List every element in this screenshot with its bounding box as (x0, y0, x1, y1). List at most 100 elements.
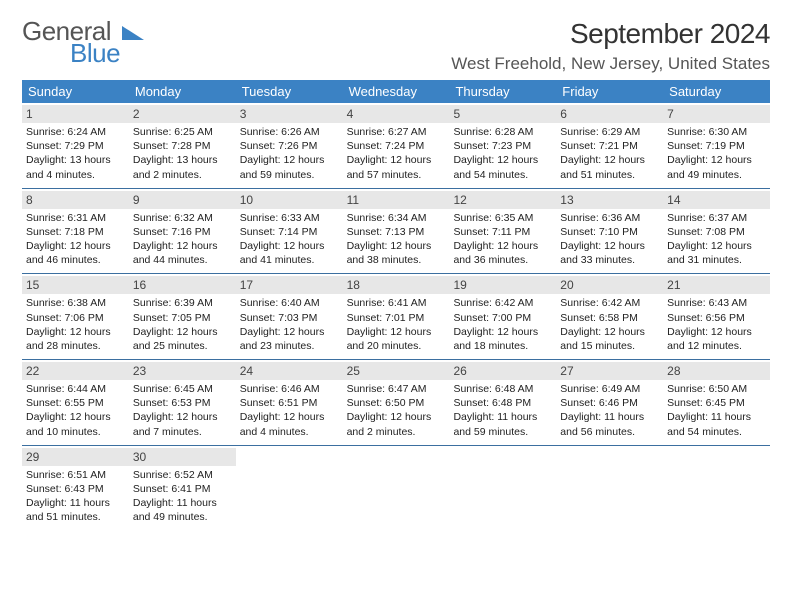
month-title: September 2024 (451, 18, 770, 50)
daylight-text: Daylight: 12 hours and 54 minutes. (453, 153, 552, 181)
day-number: 14 (663, 191, 770, 209)
sunrise-text: Sunrise: 6:33 AM (240, 211, 339, 225)
daylight-text: Daylight: 11 hours and 59 minutes. (453, 410, 552, 438)
sunrise-text: Sunrise: 6:42 AM (453, 296, 552, 310)
day-number: 17 (236, 276, 343, 294)
sunset-text: Sunset: 7:03 PM (240, 311, 339, 325)
day-cell: 25Sunrise: 6:47 AMSunset: 6:50 PMDayligh… (343, 360, 450, 445)
sunrise-text: Sunrise: 6:43 AM (667, 296, 766, 310)
sunset-text: Sunset: 7:24 PM (347, 139, 446, 153)
sunset-text: Sunset: 7:21 PM (560, 139, 659, 153)
day-number: 3 (236, 105, 343, 123)
sunset-text: Sunset: 6:45 PM (667, 396, 766, 410)
day-header: Friday (556, 80, 663, 103)
day-info: Sunrise: 6:24 AMSunset: 7:29 PMDaylight:… (26, 125, 125, 182)
day-number: 15 (22, 276, 129, 294)
day-info: Sunrise: 6:52 AMSunset: 6:41 PMDaylight:… (133, 468, 232, 525)
day-cell: 30Sunrise: 6:52 AMSunset: 6:41 PMDayligh… (129, 446, 236, 531)
day-number: 7 (663, 105, 770, 123)
daylight-text: Daylight: 12 hours and 36 minutes. (453, 239, 552, 267)
sunrise-text: Sunrise: 6:37 AM (667, 211, 766, 225)
sunset-text: Sunset: 6:55 PM (26, 396, 125, 410)
day-cell: 1 Sunrise: 6:24 AMSunset: 7:29 PMDaylight… (22, 103, 129, 188)
daylight-text: Daylight: 12 hours and 2 minutes. (347, 410, 446, 438)
day-info: Sunrise: 6:48 AMSunset: 6:48 PMDaylight:… (453, 382, 552, 439)
day-cell: 12Sunrise: 6:35 AMSunset: 7:11 PMDayligh… (449, 189, 556, 274)
day-number: 1 (22, 105, 129, 123)
sunrise-text: Sunrise: 6:46 AM (240, 382, 339, 396)
logo: General Blue (22, 18, 144, 66)
sunset-text: Sunset: 6:58 PM (560, 311, 659, 325)
logo-line2: Blue (70, 40, 120, 66)
day-info: Sunrise: 6:42 AMSunset: 7:00 PMDaylight:… (453, 296, 552, 353)
day-cell: 2Sunrise: 6:25 AMSunset: 7:28 PMDaylight… (129, 103, 236, 188)
sunset-text: Sunset: 7:19 PM (667, 139, 766, 153)
daylight-text: Daylight: 12 hours and 7 minutes. (133, 410, 232, 438)
sunrise-text: Sunrise: 6:51 AM (26, 468, 125, 482)
daylight-text: Daylight: 12 hours and 31 minutes. (667, 239, 766, 267)
day-number: 2 (129, 105, 236, 123)
day-cell: 9Sunrise: 6:32 AMSunset: 7:16 PMDaylight… (129, 189, 236, 274)
sunrise-text: Sunrise: 6:27 AM (347, 125, 446, 139)
sunset-text: Sunset: 6:48 PM (453, 396, 552, 410)
calendar: SundayMondayTuesdayWednesdayThursdayFrid… (22, 80, 770, 530)
day-cell: 10Sunrise: 6:33 AMSunset: 7:14 PMDayligh… (236, 189, 343, 274)
week-row: 29Sunrise: 6:51 AMSunset: 6:43 PMDayligh… (22, 446, 770, 531)
daylight-text: Daylight: 11 hours and 49 minutes. (133, 496, 232, 524)
day-info: Sunrise: 6:49 AMSunset: 6:46 PMDaylight:… (560, 382, 659, 439)
daylight-text: Daylight: 11 hours and 54 minutes. (667, 410, 766, 438)
daylight-text: Daylight: 12 hours and 49 minutes. (667, 153, 766, 181)
sunset-text: Sunset: 6:41 PM (133, 482, 232, 496)
sunrise-text: Sunrise: 6:39 AM (133, 296, 232, 310)
sunrise-text: Sunrise: 6:29 AM (560, 125, 659, 139)
day-cell: 22 Sunrise: 6:44 AMSunset: 6:55 PMDayligh… (22, 360, 129, 445)
day-cell (236, 446, 343, 531)
day-cell: 23Sunrise: 6:45 AMSunset: 6:53 PMDayligh… (129, 360, 236, 445)
sunrise-text: Sunrise: 6:50 AM (667, 382, 766, 396)
day-header: Monday (129, 80, 236, 103)
sunset-text: Sunset: 6:46 PM (560, 396, 659, 410)
day-number: 4 (343, 105, 450, 123)
day-cell: 21Sunrise: 6:43 AMSunset: 6:56 PMDayligh… (663, 274, 770, 359)
sunrise-text: Sunrise: 6:26 AM (240, 125, 339, 139)
sunrise-text: Sunrise: 6:28 AM (453, 125, 552, 139)
sunrise-text: Sunrise: 6:49 AM (560, 382, 659, 396)
sunrise-text: Sunrise: 6:38 AM (26, 296, 125, 310)
daylight-text: Daylight: 12 hours and 20 minutes. (347, 325, 446, 353)
day-cell (343, 446, 450, 531)
day-number: 8 (22, 191, 129, 209)
day-header: Sunday (22, 80, 129, 103)
sunrise-text: Sunrise: 6:40 AM (240, 296, 339, 310)
day-info: Sunrise: 6:39 AMSunset: 7:05 PMDaylight:… (133, 296, 232, 353)
sunrise-text: Sunrise: 6:30 AM (667, 125, 766, 139)
sunrise-text: Sunrise: 6:52 AM (133, 468, 232, 482)
sunset-text: Sunset: 7:13 PM (347, 225, 446, 239)
week-row: 1 Sunrise: 6:24 AMSunset: 7:29 PMDaylight… (22, 103, 770, 189)
daylight-text: Daylight: 12 hours and 12 minutes. (667, 325, 766, 353)
location-text: West Freehold, New Jersey, United States (451, 54, 770, 74)
day-info: Sunrise: 6:34 AMSunset: 7:13 PMDaylight:… (347, 211, 446, 268)
week-row: 15Sunrise: 6:38 AMSunset: 7:06 PMDayligh… (22, 274, 770, 360)
day-number: 23 (129, 362, 236, 380)
sunset-text: Sunset: 7:10 PM (560, 225, 659, 239)
sunrise-text: Sunrise: 6:34 AM (347, 211, 446, 225)
day-cell: 11Sunrise: 6:34 AMSunset: 7:13 PMDayligh… (343, 189, 450, 274)
daylight-text: Daylight: 12 hours and 59 minutes. (240, 153, 339, 181)
day-number: 19 (449, 276, 556, 294)
day-info: Sunrise: 6:44 AMSunset: 6:55 PMDaylight:… (26, 382, 125, 439)
day-cell: 18Sunrise: 6:41 AMSunset: 7:01 PMDayligh… (343, 274, 450, 359)
day-info: Sunrise: 6:30 AMSunset: 7:19 PMDaylight:… (667, 125, 766, 182)
day-number: 22 (22, 362, 129, 380)
header: General Blue September 2024 West Freehol… (22, 18, 770, 74)
day-header: Thursday (449, 80, 556, 103)
day-number: 20 (556, 276, 663, 294)
sunrise-text: Sunrise: 6:32 AM (133, 211, 232, 225)
sunrise-text: Sunrise: 6:36 AM (560, 211, 659, 225)
day-number: 10 (236, 191, 343, 209)
sunset-text: Sunset: 7:11 PM (453, 225, 552, 239)
daylight-text: Daylight: 12 hours and 15 minutes. (560, 325, 659, 353)
day-number: 9 (129, 191, 236, 209)
sunset-text: Sunset: 7:01 PM (347, 311, 446, 325)
day-info: Sunrise: 6:46 AMSunset: 6:51 PMDaylight:… (240, 382, 339, 439)
day-number: 12 (449, 191, 556, 209)
